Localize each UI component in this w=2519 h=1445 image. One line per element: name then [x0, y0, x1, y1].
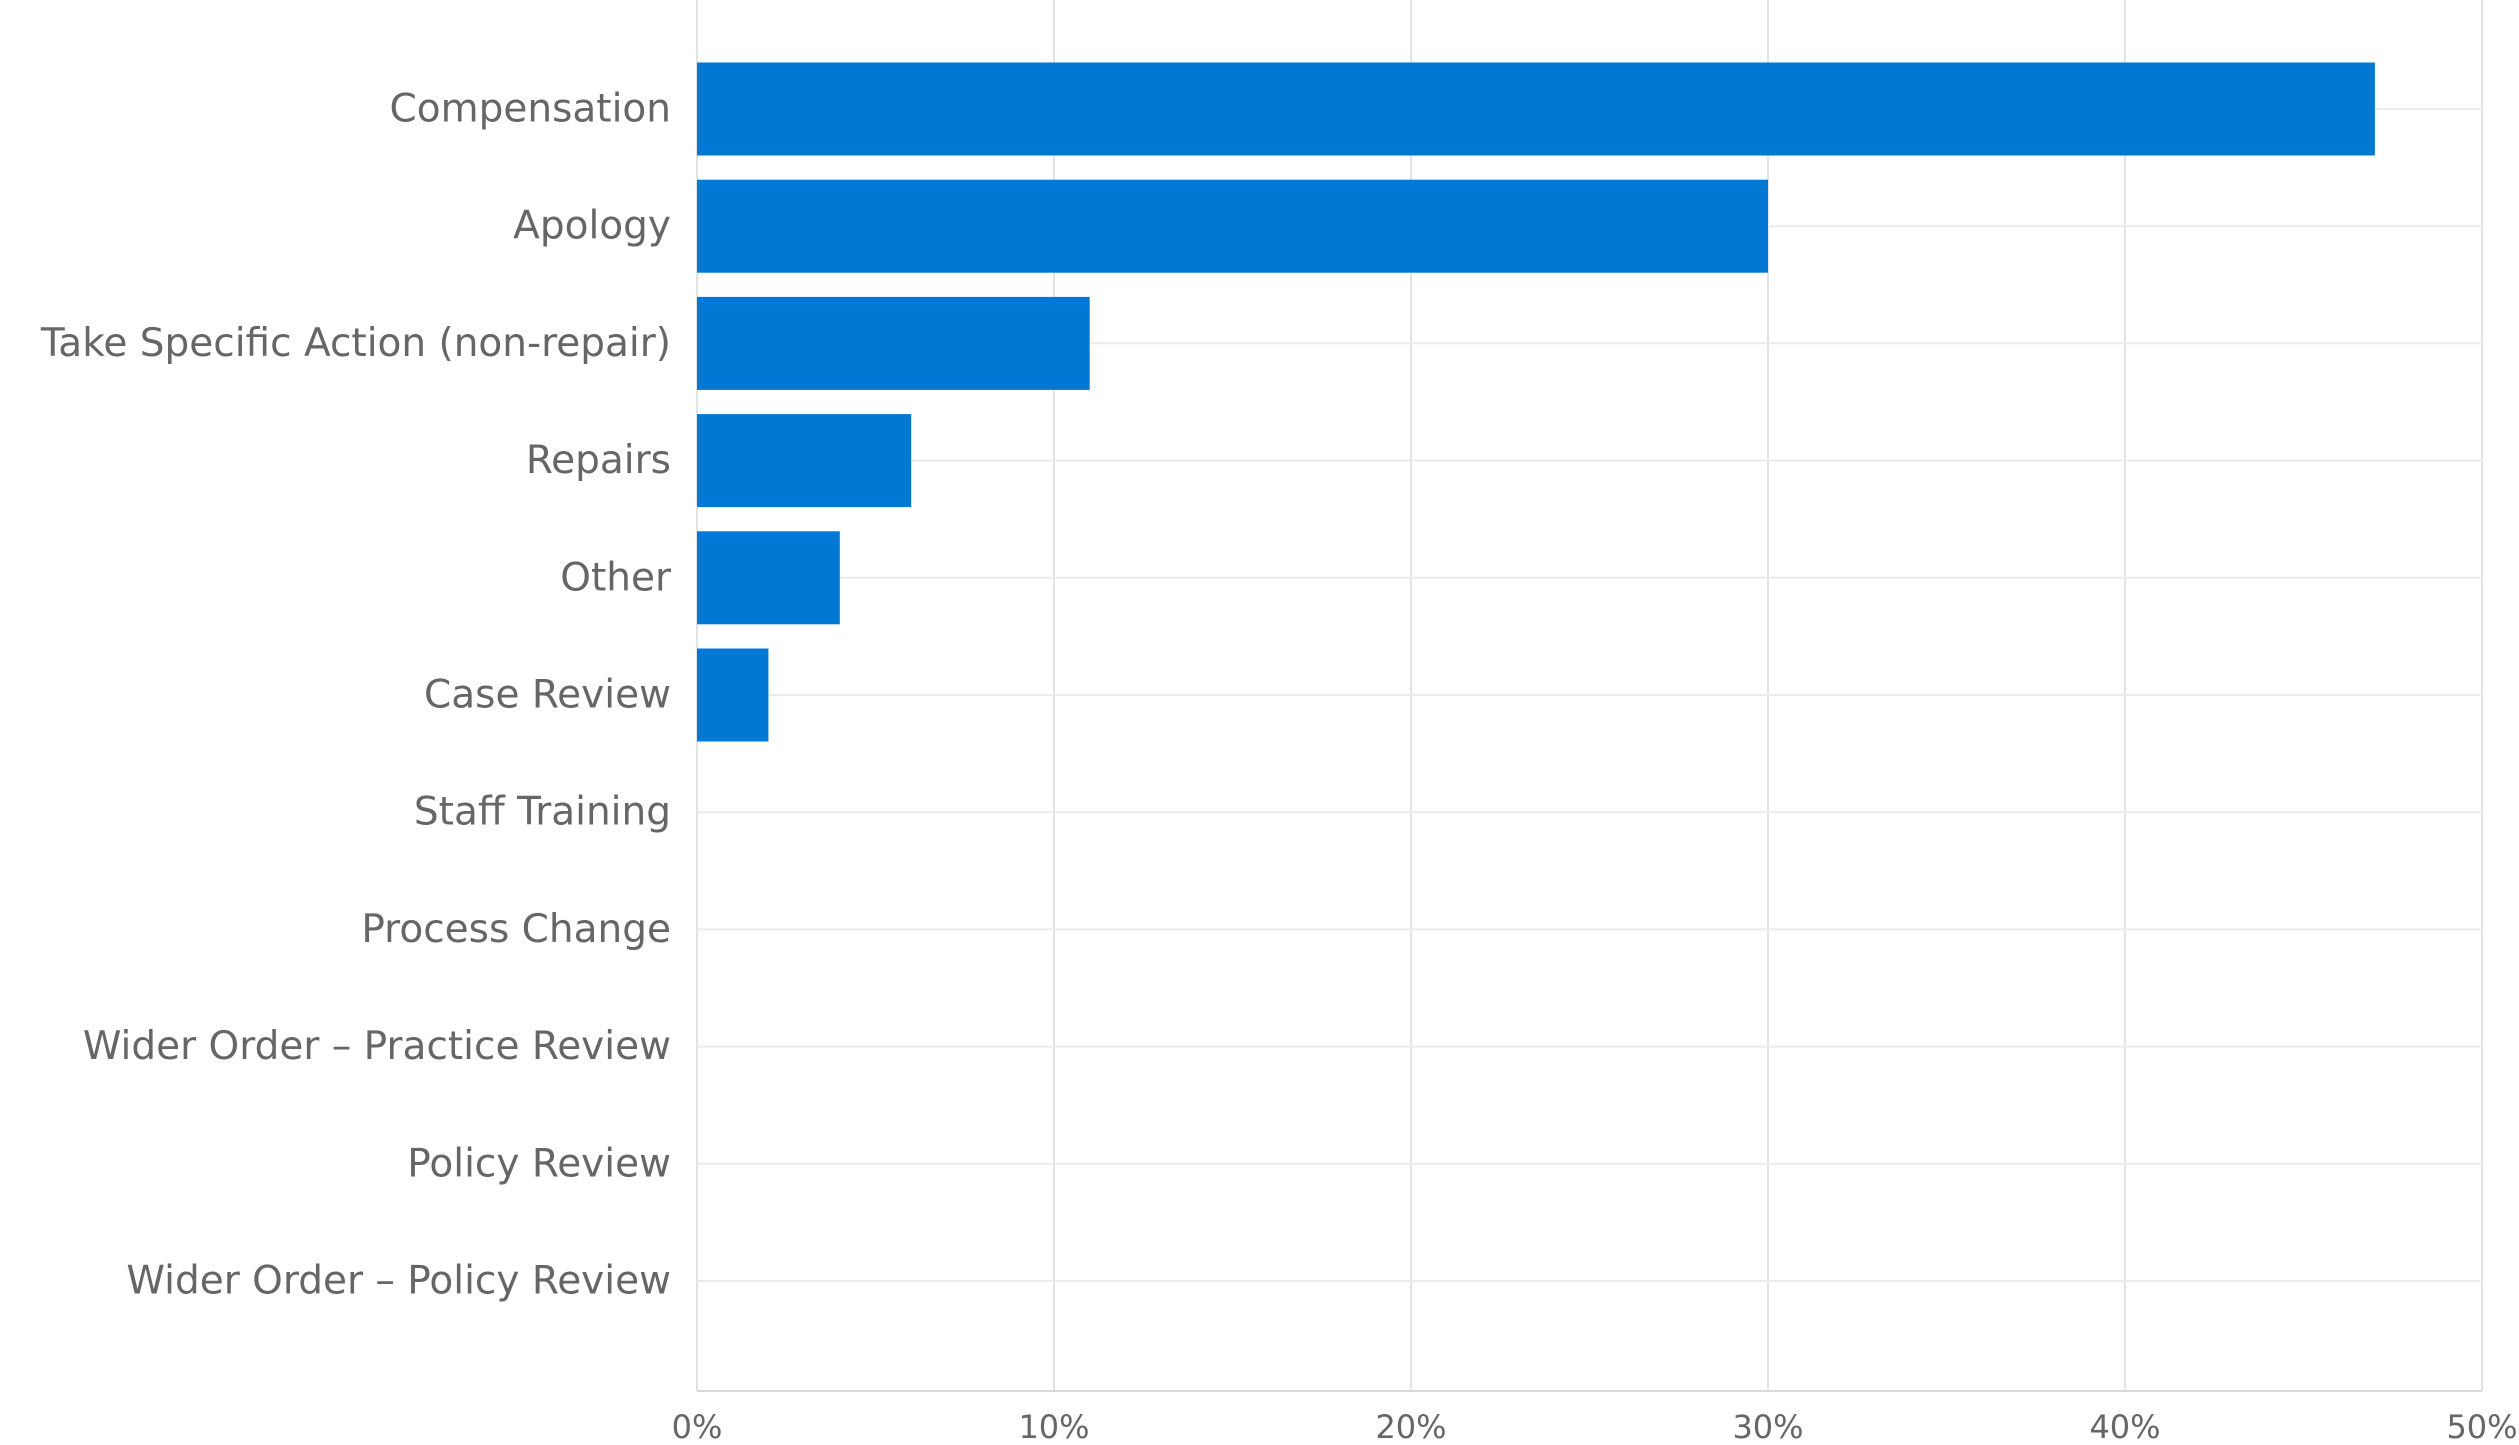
x-axis-ticks: 0% 10% 20% 30% 40% 50%	[672, 1408, 2518, 1445]
category-label: Apology	[513, 204, 671, 249]
category-label: Other	[560, 555, 672, 600]
category-label: Compensation	[390, 87, 671, 132]
x-tick-label: 20%	[1375, 1408, 1446, 1445]
bar	[697, 414, 912, 508]
grid-layer	[696, 0, 2483, 1392]
x-tick-label: 40%	[2089, 1408, 2160, 1445]
category-label: Wider Order – Practice Review	[83, 1024, 671, 1069]
x-tick-label: 0%	[672, 1408, 723, 1445]
category-labels: Compensation Apology Take Specific Action …	[40, 87, 672, 1304]
category-label: Wider Order – Policy Review	[126, 1259, 671, 1304]
bars-layer	[697, 62, 2375, 742]
category-label: Process Change	[361, 907, 671, 952]
category-label: Staff Training	[414, 790, 671, 835]
category-label: Take Specific Action (non-repair)	[40, 321, 671, 366]
category-label: Repairs	[526, 438, 671, 483]
bar	[697, 648, 769, 742]
x-tick-label: 10%	[1018, 1408, 1089, 1445]
x-tick-label: 30%	[1732, 1408, 1803, 1445]
bar	[697, 296, 1090, 390]
bar	[697, 62, 2375, 156]
category-label: Policy Review	[407, 1141, 671, 1186]
bar	[697, 531, 840, 625]
x-tick-label: 50%	[2446, 1408, 2517, 1445]
bar	[697, 179, 1768, 273]
category-label: Case Review	[424, 673, 671, 718]
